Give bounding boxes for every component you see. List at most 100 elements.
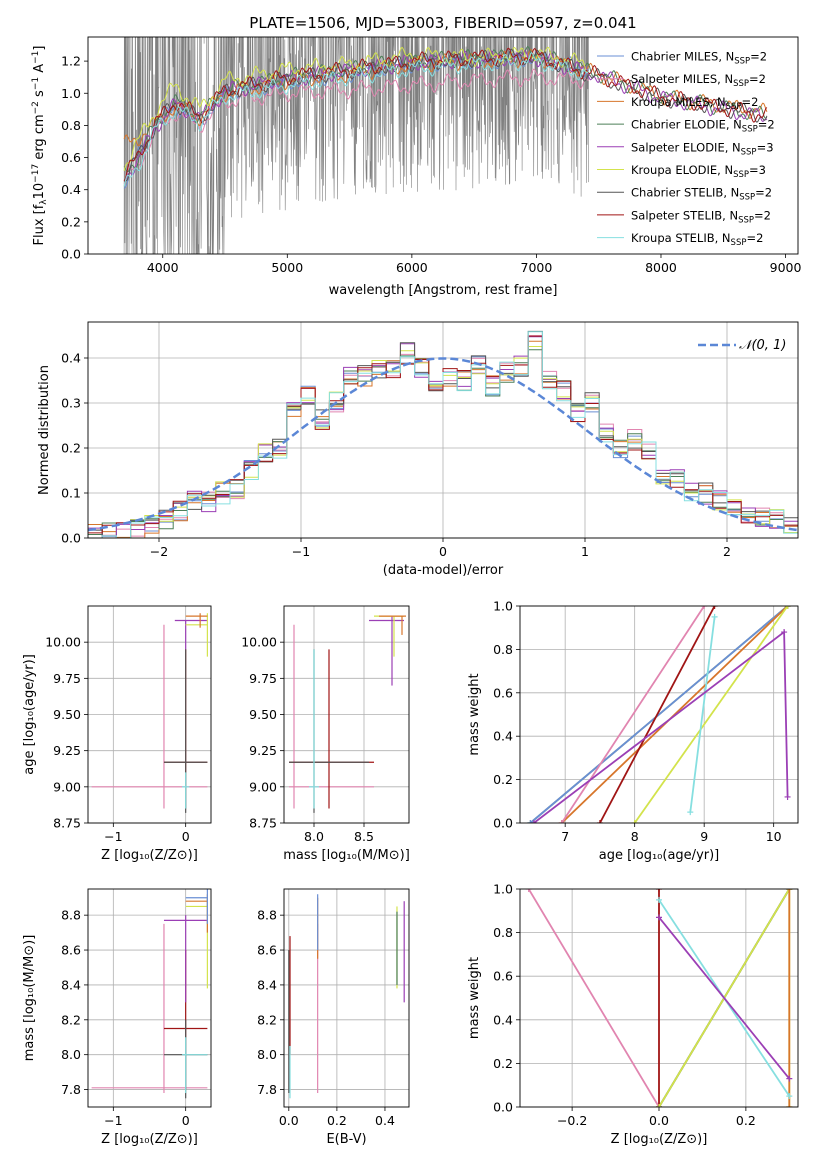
x-tick-label: 9	[700, 829, 708, 844]
y-tick-label: 0.0	[61, 531, 81, 546]
spectrum-plot-area	[123, 37, 768, 254]
x-tick-label: 4000	[147, 260, 179, 275]
point-marker	[656, 889, 662, 892]
gaussian-curve	[88, 357, 798, 532]
age-vs-mass-axes	[284, 606, 409, 824]
error-cross	[379, 615, 406, 635]
age-vs-Z-axes	[88, 606, 211, 824]
point-marker	[784, 606, 791, 609]
error-cross	[309, 649, 319, 809]
mass-weight-line	[529, 606, 789, 823]
x-tick-label: 7	[561, 829, 569, 844]
age-vs-Z-plot-area	[91, 613, 208, 813]
mass-vs-EBV-frame	[283, 888, 410, 1108]
legend-entry: 𝒩(0, 1)	[739, 338, 786, 353]
legend-subscript: SSP	[739, 193, 755, 203]
point-marker	[656, 896, 662, 903]
error-cross	[289, 624, 374, 809]
y-tick-label: 8.4	[257, 977, 277, 992]
mass-weight-line	[633, 606, 789, 823]
mass-weight-vs-Z-frame	[519, 888, 799, 1108]
y-tick-label: 0.8	[493, 925, 513, 940]
mass-vs-Z-plot-area	[91, 889, 208, 1099]
y-tick-label: 8.8	[61, 908, 81, 923]
y-tick-label: 8.2	[257, 1012, 277, 1027]
legend-subscript: SSP	[733, 170, 749, 180]
y-tick-label: 1.2	[61, 54, 81, 69]
legend-subscript: SSP	[738, 215, 754, 225]
y-tick-label: 0.4	[61, 182, 81, 197]
y-axis-label: Normed distribution	[37, 365, 52, 495]
y-tick-label: 0.0	[61, 247, 81, 262]
point-marker	[786, 1104, 793, 1107]
x-tick-label: 0	[182, 1113, 190, 1128]
point-marker	[786, 1075, 793, 1082]
x-tick-label: 7000	[521, 260, 553, 275]
y-tick-label: 0.2	[61, 214, 81, 229]
legend-name: Chabrier MILES, N	[631, 50, 734, 64]
residuals-frame	[87, 321, 799, 539]
age-vs-mass-frame	[283, 605, 410, 824]
point-marker	[784, 793, 791, 800]
residual-histogram	[88, 346, 798, 538]
legend-name: Salpeter ELODIE, N	[631, 140, 741, 154]
point-marker	[786, 889, 793, 892]
point-marker	[711, 613, 718, 620]
y-tick-label: 8.8	[257, 908, 277, 923]
y-tick-label: 0.2	[61, 441, 81, 456]
y-tick-label: 1.0	[493, 882, 513, 897]
x-axis-label: (data-model)/error	[383, 563, 504, 578]
age-vs-mass-ticks: 8.0 8.5 8.75 9.00 9.25 9.50 9.75 10.00	[241, 635, 374, 844]
x-tick-label: 6000	[396, 260, 428, 275]
model-curve	[123, 48, 768, 183]
error-cross	[185, 613, 208, 657]
y-label-part: A	[32, 64, 47, 77]
x-tick-label: −0.2	[557, 1113, 587, 1128]
x-tick-label: 1	[581, 544, 589, 559]
y-tick-label: 0.8	[61, 118, 81, 133]
spectrum-frame	[87, 36, 799, 255]
y-label-part: Flux [	[32, 209, 47, 245]
x-tick-label: 0.0	[279, 1113, 299, 1128]
error-cross	[91, 923, 208, 1094]
y-tick-label: 9.75	[53, 671, 81, 686]
y-tick-label: 9.50	[249, 707, 277, 722]
x-axis-label: E(B-V)	[326, 1132, 366, 1147]
y-tick-label: 0.1	[61, 486, 81, 501]
point-marker	[527, 820, 534, 823]
residuals-axes	[88, 322, 798, 539]
legend-entry: Kroupa STELIB, NSSP=2	[631, 231, 763, 248]
y-tick-label: 0.0	[493, 1100, 513, 1115]
error-cross	[289, 649, 374, 809]
y-tick-label: 8.75	[53, 816, 81, 831]
error-cross	[185, 613, 208, 628]
point-marker	[631, 820, 638, 823]
x-tick-label: 0.2	[736, 1113, 756, 1128]
x-tick-label: 10	[766, 829, 782, 844]
error-cross	[91, 624, 208, 809]
x-tick-label: −1	[292, 544, 310, 559]
mass-weight-line	[689, 616, 716, 813]
legend-count: =2	[755, 186, 772, 200]
y-tick-label: 0.4	[493, 729, 513, 744]
y-axis-label: mass weight	[467, 673, 482, 755]
legend-entry: Salpeter ELODIE, NSSP=3	[631, 140, 774, 157]
y-tick-label: 0.6	[493, 685, 513, 700]
mass-vs-EBV-plot-area	[288, 894, 405, 1099]
x-tick-label: 0.0	[649, 1113, 669, 1128]
y-tick-label: 1.0	[61, 86, 81, 101]
x-tick-label: 8.0	[304, 829, 324, 844]
y-label-part: λ	[39, 199, 49, 205]
y-label-part: −1	[31, 51, 41, 64]
legend-name: Chabrier ELODIE, N	[631, 118, 742, 132]
y-label-part: −2	[31, 101, 41, 114]
x-axis-label: Z [log₁₀(Z/Z⊙)]	[101, 848, 198, 863]
y-tick-label: 8.6	[61, 943, 81, 958]
legend-entry: Salpeter MILES, NSSP=2	[631, 72, 766, 89]
x-tick-label: 0.4	[375, 1113, 395, 1128]
y-label-part: s	[32, 90, 47, 101]
y-tick-label: 10.00	[45, 635, 81, 650]
x-axis-label: Z [log₁₀(Z/Z⊙)]	[101, 1132, 198, 1147]
legend-subscript: SSP	[733, 79, 749, 89]
x-tick-label: 0	[439, 544, 447, 559]
